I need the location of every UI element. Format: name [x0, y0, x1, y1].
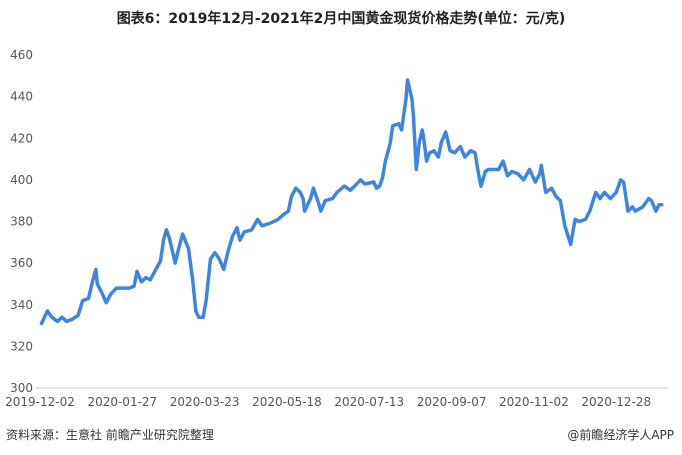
chart-title: 图表6：2019年12月-2021年2月中国黄金现货价格走势(单位：元/克) — [116, 11, 566, 27]
x-tick-label: 2020-07-13 — [334, 395, 404, 409]
y-tick-label: 440 — [10, 90, 33, 104]
x-tick-label: 2020-12-28 — [581, 395, 651, 409]
y-tick-label: 460 — [10, 48, 33, 62]
line-chart: 300 320 340 360 380 400 420 440 460 2019-12-02 202… — [5, 48, 668, 409]
y-tick-label: 420 — [10, 131, 33, 145]
y-tick-label: 400 — [10, 173, 33, 187]
x-tick-label: 2020-01-27 — [87, 395, 157, 409]
y-tick-label: 380 — [10, 215, 33, 229]
x-tick-label: 2020-03-23 — [170, 395, 240, 409]
price-line — [39, 78, 664, 326]
y-tick-label: 320 — [10, 339, 33, 353]
y-tick-label: 340 — [10, 298, 33, 312]
y-tick-label: 360 — [10, 256, 33, 270]
source-note: 资料来源：生意社 前瞻产业研究院整理 — [6, 428, 214, 442]
x-tick-label: 2020-09-07 — [417, 395, 487, 409]
brand-label: @前瞻经济学人APP — [567, 428, 674, 442]
x-tick-label: 2020-11-02 — [499, 395, 569, 409]
x-tick-label: 2020-05-18 — [252, 395, 322, 409]
y-tick-label: 300 — [10, 381, 33, 395]
x-tick-label: 2019-12-02 — [5, 395, 75, 409]
